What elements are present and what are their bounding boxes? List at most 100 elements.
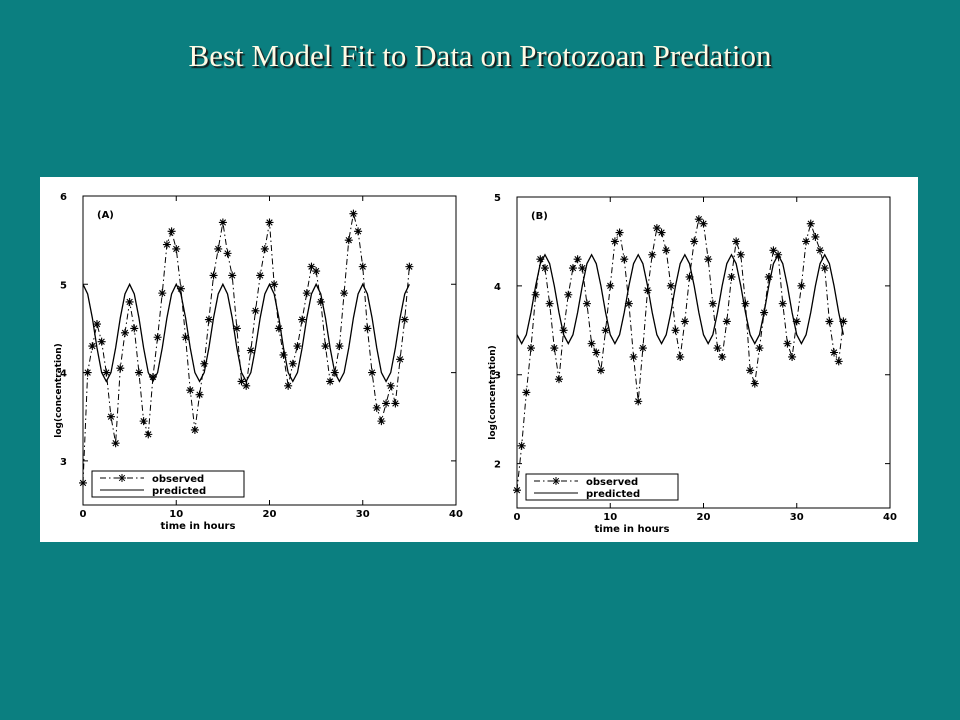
data-point <box>162 240 171 249</box>
data-point <box>251 306 260 315</box>
data-point <box>312 267 321 276</box>
data-point <box>694 215 703 224</box>
data-point <box>802 237 811 246</box>
legend-label: observed <box>586 477 638 488</box>
legend-label: predicted <box>586 489 640 500</box>
y-tick-label: 5 <box>60 280 67 291</box>
data-point <box>839 317 848 326</box>
data-point <box>615 228 624 237</box>
data-point <box>79 478 87 487</box>
x-tick-label: 10 <box>603 512 617 523</box>
data-point <box>596 366 605 375</box>
data-point <box>610 237 619 246</box>
x-tick-label: 10 <box>169 509 183 520</box>
data-point <box>699 219 708 228</box>
data-point <box>83 368 92 377</box>
data-point <box>242 381 251 390</box>
panel-label: (A) <box>97 210 114 221</box>
data-point <box>125 297 134 306</box>
data-point <box>223 249 232 258</box>
legend-marker <box>552 477 560 485</box>
legend-label: predicted <box>152 486 206 497</box>
x-tick-label: 40 <box>449 509 463 520</box>
data-point <box>195 390 204 399</box>
data-point <box>531 290 540 299</box>
data-point <box>792 317 801 326</box>
data-point <box>736 250 745 259</box>
data-point <box>144 430 153 439</box>
x-tick-label: 30 <box>790 512 804 523</box>
data-point <box>176 284 185 293</box>
data-point <box>106 412 115 421</box>
data-point <box>648 250 657 259</box>
x-tick-label: 20 <box>263 509 277 520</box>
data-point <box>540 264 549 273</box>
data-point <box>344 236 353 245</box>
data-point <box>834 357 843 366</box>
data-point <box>209 271 218 280</box>
data-point <box>806 219 815 228</box>
data-point <box>88 342 97 351</box>
data-point <box>391 399 400 408</box>
x-tick-label: 40 <box>883 512 897 523</box>
data-point <box>676 352 685 361</box>
data-point <box>722 317 731 326</box>
data-point <box>592 348 601 357</box>
data-point <box>554 375 563 384</box>
data-point <box>130 324 139 333</box>
data-point <box>568 264 577 273</box>
data-point <box>316 297 325 306</box>
data-point <box>671 326 680 335</box>
data-point <box>573 255 582 264</box>
data-point <box>382 399 391 408</box>
data-point <box>606 281 615 290</box>
data-point <box>685 272 694 281</box>
data-point <box>340 289 349 298</box>
data-point <box>634 397 643 406</box>
data-point <box>246 346 255 355</box>
data-point <box>620 255 629 264</box>
data-point <box>148 372 157 381</box>
data-point <box>167 227 176 236</box>
x-tick-label: 30 <box>356 509 370 520</box>
data-point <box>321 342 330 351</box>
x-axis-label: time in hours <box>161 521 236 532</box>
data-point <box>190 425 199 434</box>
y-axis-label: log(concentration) <box>54 343 64 438</box>
data-point <box>718 352 727 361</box>
data-point <box>256 271 265 280</box>
y-tick-label: 4 <box>494 282 501 293</box>
data-point <box>643 286 652 295</box>
data-point <box>270 280 279 289</box>
data-point <box>349 209 358 218</box>
data-point <box>741 299 750 308</box>
data-point <box>764 272 773 281</box>
data-point <box>825 317 834 326</box>
data-point <box>713 344 722 353</box>
data-point <box>522 388 531 397</box>
data-point <box>228 271 237 280</box>
data-point <box>657 228 666 237</box>
y-tick-label: 3 <box>494 371 501 382</box>
data-point <box>680 317 689 326</box>
data-point <box>279 350 288 359</box>
legend-marker <box>118 474 126 482</box>
data-point <box>181 333 190 342</box>
data-point <box>172 244 181 253</box>
series-line <box>516 253 845 346</box>
data-point <box>666 281 675 290</box>
panel-label: (B) <box>531 211 548 222</box>
y-tick-label: 5 <box>494 193 501 204</box>
data-point <box>662 246 671 255</box>
data-point <box>587 339 596 348</box>
data-point <box>559 326 568 335</box>
data-point <box>307 262 316 271</box>
data-point <box>218 218 227 227</box>
x-tick-label: 20 <box>697 512 711 523</box>
data-point <box>582 299 591 308</box>
data-point <box>550 344 559 353</box>
data-point <box>326 377 335 386</box>
data-point <box>116 364 125 373</box>
x-tick-label: 0 <box>514 512 521 523</box>
